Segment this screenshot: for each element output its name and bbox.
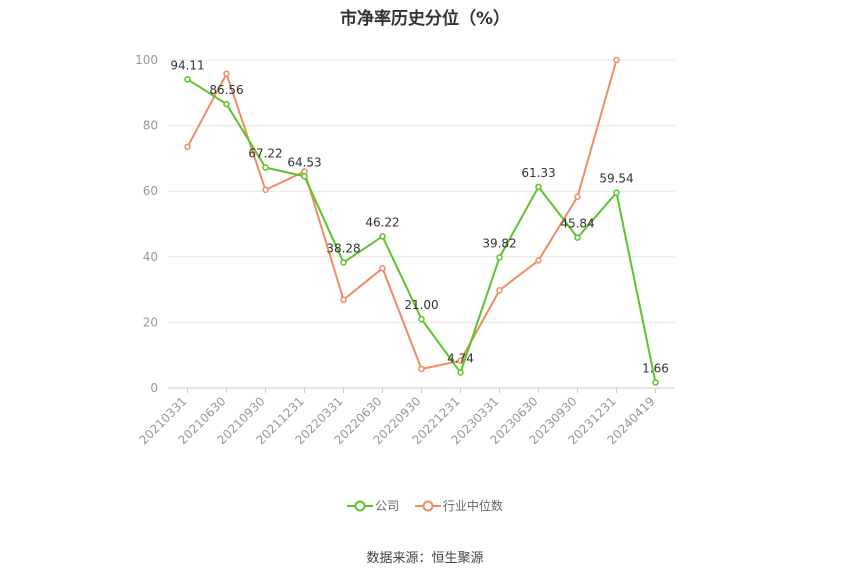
data-point-company: [223, 100, 230, 108]
data-point-company: [340, 259, 347, 266]
data-point-industry-median: [457, 357, 464, 365]
axes: 0204060801002021033120210630202109302021…: [135, 53, 675, 447]
data-point-company: [652, 379, 659, 386]
data-point-company: [301, 173, 308, 180]
data-point-industry-median: [223, 70, 230, 78]
y-tick-label: 40: [143, 250, 158, 264]
series-line-company: [186, 78, 657, 383]
data-label: 67.22: [248, 147, 282, 161]
series-line-industry-median: [186, 59, 618, 370]
data-point-company: [613, 189, 620, 196]
data-label: 46.22: [365, 215, 399, 229]
data-point-company: [457, 369, 464, 376]
data-point-industry-median: [418, 365, 425, 373]
data-point-company: [496, 254, 503, 261]
legend-label-company: 公司: [375, 499, 400, 513]
data-point-industry-median: [613, 56, 620, 64]
data-point-industry-median: [496, 287, 503, 294]
data-point-industry-median: [262, 186, 269, 194]
data-point-company: [574, 234, 581, 241]
data-labels: 94.11 86.56 67.22 64.53 38.28 46.22 21.00 4.74 3…: [170, 58, 669, 375]
chart-title: 市净率历史分位（%）: [339, 9, 511, 29]
series-lines: [184, 56, 659, 386]
data-label: 21.00: [404, 298, 438, 312]
y-tick-label: 80: [143, 119, 158, 133]
data-point-industry-median: [340, 296, 347, 304]
data-point-company: [535, 183, 542, 191]
data-point-industry-median: [574, 193, 581, 201]
data-point-industry-median: [535, 257, 542, 264]
data-point-industry-median: [379, 265, 386, 272]
y-tick-label: 0: [150, 381, 158, 395]
legend-item-company[interactable]: 公司: [347, 497, 399, 514]
data-label: 59.54: [599, 172, 633, 186]
data-label: 4.74: [447, 351, 474, 365]
data-point-company: [184, 76, 191, 83]
y-tick-label: 60: [143, 184, 158, 198]
data-label: 1.66: [642, 362, 669, 376]
data-label: 38.28: [326, 241, 360, 255]
data-point-company: [262, 164, 269, 171]
y-tick-label: 100: [135, 53, 158, 67]
data-label: 45.84: [560, 217, 594, 231]
legend-item-industry-median[interactable]: 行业中位数: [414, 497, 503, 514]
legend-label-industry-median: 行业中位数: [442, 499, 503, 513]
gridlines: [168, 59, 675, 323]
data-point-company: [379, 233, 386, 240]
data-label: 86.56: [209, 83, 243, 97]
data-point-industry-median: [184, 143, 191, 151]
data-label: 61.33: [521, 166, 555, 180]
data-label: 94.11: [170, 58, 204, 72]
source-note: 数据来源：恒生聚源: [366, 551, 484, 566]
y-tick-label: 20: [143, 315, 158, 329]
data-label: 39.82: [482, 236, 516, 250]
data-point-company: [418, 315, 425, 323]
legend-company-swatch-icon: [347, 500, 374, 511]
legend-industry-swatch-icon: [414, 500, 441, 511]
legend: 公司 行业中位数: [0, 497, 850, 514]
data-label: 64.53: [287, 155, 321, 169]
